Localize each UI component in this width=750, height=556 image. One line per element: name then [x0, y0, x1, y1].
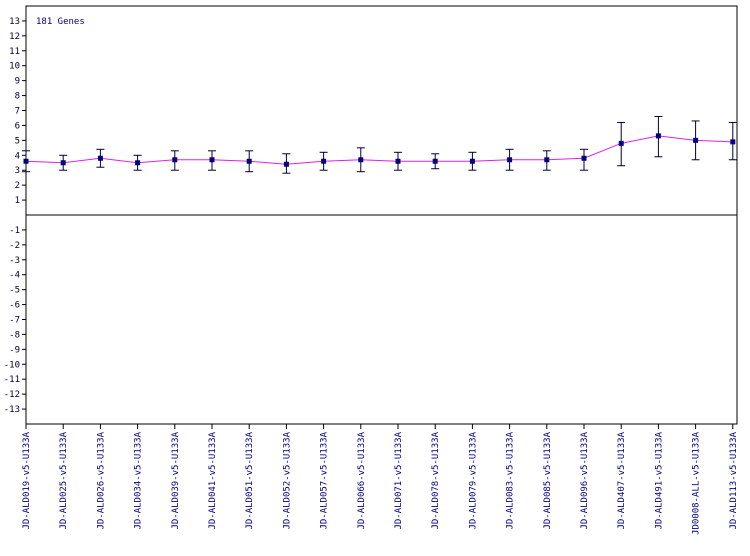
y-tick-label: 13 — [9, 17, 20, 27]
x-tick-label: JD-ALD071-v5-U133A — [394, 431, 404, 529]
x-tick-label: JD-ALD057-v5-U133A — [320, 431, 330, 529]
data-point — [544, 157, 550, 163]
y-tick-label: 1 — [15, 196, 20, 206]
y-tick-label: 4 — [15, 151, 20, 161]
y-tick-label: -8 — [9, 330, 20, 340]
x-tick-label: JD-ALD083-v5-U133A — [506, 431, 516, 529]
x-tick-label: JD-ALD079-v5-U133A — [468, 431, 478, 529]
x-tick-label: JD0008-ALL-v5-U133A — [692, 431, 702, 535]
data-point — [97, 155, 103, 161]
data-point — [23, 158, 29, 164]
y-tick-label: -2 — [9, 241, 20, 251]
y-tick-label: 7 — [15, 107, 20, 117]
y-tick-label: 10 — [9, 62, 20, 72]
data-point — [246, 158, 252, 164]
x-tick-label: JD-ALD066-v5-U133A — [357, 431, 367, 529]
x-tick-label: JD-ALD113-v5-U133A — [729, 431, 739, 529]
y-tick-label: 6 — [15, 121, 20, 131]
y-tick-label: 11 — [9, 47, 20, 57]
data-point — [358, 157, 364, 163]
data-point — [432, 158, 438, 164]
y-tick-label: -7 — [9, 316, 20, 326]
data-point — [581, 155, 587, 161]
data-point — [172, 157, 178, 163]
x-tick-label: JD-ALD039-v5-U133A — [171, 431, 181, 529]
y-tick-label: -11 — [4, 375, 20, 385]
y-tick-label: -5 — [9, 286, 20, 296]
series-line — [25, 135, 733, 165]
data-point — [618, 140, 624, 146]
data-point — [693, 137, 699, 143]
x-tick-label: JD-ALD096-v5-U133A — [580, 431, 590, 529]
y-tick-label: -10 — [4, 360, 20, 370]
data-point — [283, 161, 289, 167]
x-tick-label: JD-ALD025-v5-U133A — [59, 431, 69, 529]
data-point — [730, 139, 736, 145]
data-point — [507, 157, 513, 163]
data-point — [321, 158, 327, 164]
gene-count-annotation: 181 Genes — [36, 17, 85, 27]
x-tick-label: JD-ALD026-v5-U133A — [96, 431, 106, 529]
y-tick-label: 9 — [15, 77, 20, 87]
x-tick-label: JD-ALD407-v5-U133A — [617, 431, 627, 529]
x-tick-label: JD-ALD052-v5-U133A — [282, 431, 292, 529]
y-tick-label: -1 — [9, 226, 20, 236]
y-tick-label: -12 — [4, 390, 20, 400]
data-point — [655, 133, 661, 139]
y-tick-label: 12 — [9, 32, 20, 42]
y-tick-label: -9 — [9, 345, 20, 355]
x-tick-label: JD-ALD051-v5-U133A — [245, 431, 255, 529]
x-tick-label: JD-ALD491-v5-U133A — [654, 431, 664, 529]
y-tick-label: 8 — [15, 92, 20, 102]
y-tick-label: -3 — [9, 256, 20, 266]
data-point — [135, 160, 141, 166]
x-tick-label: JD-ALD041-v5-U133A — [208, 431, 218, 529]
x-tick-label: JD-ALD019-v5-U133A — [22, 431, 32, 529]
x-tick-label: JD-ALD085-v5-U133A — [543, 431, 553, 529]
y-tick-label: -6 — [9, 301, 20, 311]
x-tick-label: JD-ALD078-v5-U133A — [431, 431, 441, 529]
y-tick-label: 3 — [15, 166, 20, 176]
y-tick-label: 2 — [15, 181, 20, 191]
data-point — [395, 158, 401, 164]
data-point — [209, 157, 215, 163]
data-point — [60, 160, 66, 166]
y-tick-label: 5 — [15, 136, 20, 146]
y-tick-label: -13 — [4, 405, 20, 415]
y-tick-label: -4 — [9, 271, 20, 281]
x-tick-label: JD-ALD034-v5-U133A — [134, 431, 144, 529]
data-point — [469, 158, 475, 164]
